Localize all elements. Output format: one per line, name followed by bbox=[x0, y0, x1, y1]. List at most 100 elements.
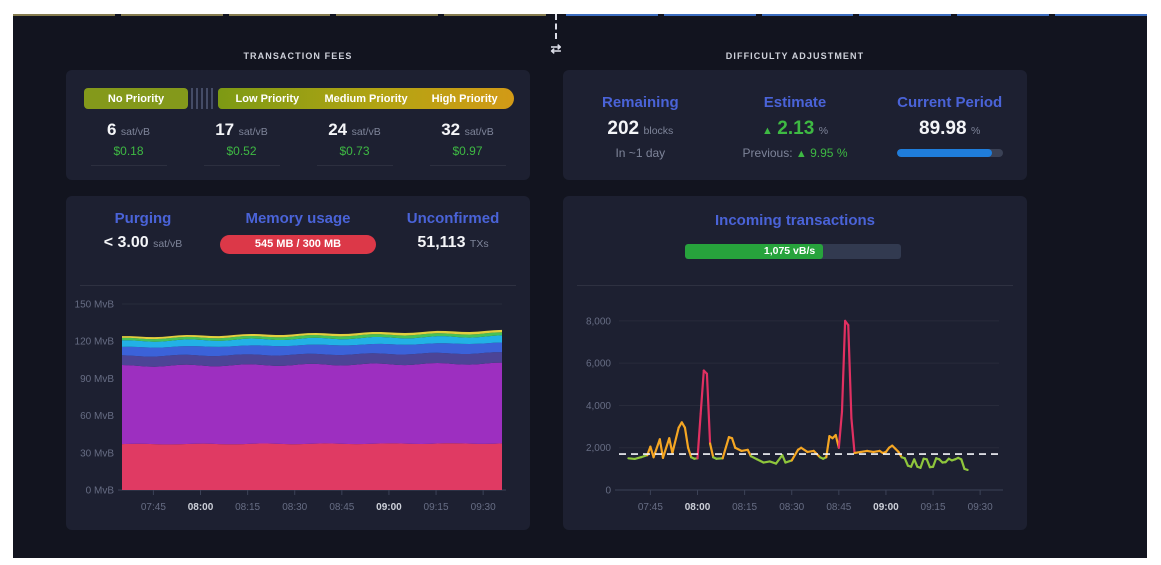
svg-text:09:30: 09:30 bbox=[968, 502, 993, 513]
no-priority-label: No Priority bbox=[107, 92, 165, 105]
incoming-rate-fill: 1,075 vB/s bbox=[685, 244, 824, 259]
incoming-rate-bar: 1,075 vB/s bbox=[685, 244, 901, 259]
previous-up-arrow-icon: ▲ bbox=[795, 148, 807, 160]
svg-text:08:45: 08:45 bbox=[329, 502, 354, 513]
fee-tier-no-priority: 6 sat/vB $0.18 bbox=[72, 120, 185, 166]
transaction-fees-card: No Priority Low Priority Medium Priority… bbox=[66, 70, 530, 180]
difficulty-adjustment-card: Remaining 202 blocks In ~1 day Estimate … bbox=[563, 70, 1027, 180]
fee-unit: sat/vB bbox=[238, 126, 268, 138]
fee-fiat: $0.97 bbox=[429, 144, 506, 166]
mined-blocks-strip bbox=[566, 14, 1147, 16]
mempool-blocks-strip bbox=[13, 14, 546, 16]
svg-text:08:15: 08:15 bbox=[235, 502, 260, 513]
memory-usage-badge: 545 MB / 300 MB bbox=[220, 235, 376, 254]
purging-unit: sat/vB bbox=[153, 238, 183, 250]
svg-text:120 MvB: 120 MvB bbox=[75, 337, 115, 348]
fee-fiat: $0.73 bbox=[316, 144, 393, 166]
svg-text:90 MvB: 90 MvB bbox=[80, 374, 114, 385]
unconfirmed-value: 51,113 bbox=[417, 234, 466, 251]
remaining-unit: blocks bbox=[643, 125, 674, 137]
low-priority-segment[interactable]: Low Priority bbox=[218, 88, 317, 109]
unconfirmed-label: Unconfirmed bbox=[406, 210, 500, 227]
fee-fiat: $0.52 bbox=[203, 144, 280, 166]
medium-priority-segment[interactable]: Medium Priority bbox=[317, 88, 416, 109]
card-separator bbox=[80, 285, 516, 286]
fee-priority-bar: No Priority Low Priority Medium Priority… bbox=[84, 88, 514, 109]
svg-text:08:45: 08:45 bbox=[826, 502, 851, 513]
current-period-label: Current Period bbox=[897, 94, 1003, 111]
no-priority-pill[interactable]: No Priority bbox=[84, 88, 188, 109]
fee-unit: sat/vB bbox=[120, 126, 151, 138]
fee-bar-separator-stripes bbox=[191, 88, 215, 109]
previous-label: Previous: bbox=[742, 146, 793, 160]
estimate-up-arrow-icon: ▲ bbox=[761, 125, 773, 137]
svg-text:09:30: 09:30 bbox=[471, 502, 496, 513]
svg-text:09:00: 09:00 bbox=[376, 502, 402, 513]
incoming-transactions-title: Incoming transactions bbox=[714, 212, 876, 229]
fee-rate: 24 bbox=[328, 120, 348, 139]
memory-usage-label: Memory usage bbox=[245, 210, 351, 227]
current-period-unit: % bbox=[971, 125, 981, 137]
unconfirmed-column: Unconfirmed 51,113 TXs bbox=[376, 210, 530, 254]
memory-usage-column: Memory usage 545 MB / 300 MB bbox=[220, 210, 376, 254]
svg-text:30 MvB: 30 MvB bbox=[80, 448, 114, 459]
remaining-label: Remaining bbox=[601, 94, 679, 111]
svg-text:0 MvB: 0 MvB bbox=[86, 486, 115, 497]
current-period-progress-fill bbox=[896, 149, 993, 157]
fee-rate: 6 bbox=[106, 120, 117, 139]
svg-text:60 MvB: 60 MvB bbox=[80, 411, 114, 422]
svg-text:6,000: 6,000 bbox=[586, 359, 611, 370]
estimate-value: 2.13 bbox=[777, 118, 815, 139]
current-period-column: Current Period 89.98 % bbox=[872, 94, 1027, 160]
unconfirmed-unit: TXs bbox=[469, 238, 489, 250]
estimate-unit: % bbox=[818, 125, 829, 137]
fee-unit: sat/vB bbox=[351, 126, 381, 138]
fee-tier-medium-priority: 24 sat/vB $0.73 bbox=[298, 120, 411, 166]
purging-column: Purging < 3.00 sat/vB bbox=[66, 210, 220, 254]
transaction-fees-title: TRANSACTION FEES bbox=[243, 51, 353, 61]
priority-gradient-pill: Low Priority Medium Priority High Priori… bbox=[218, 88, 514, 109]
fee-rate: 17 bbox=[215, 120, 235, 139]
purging-value: < 3.00 bbox=[103, 234, 149, 251]
medium-priority-label: Medium Priority bbox=[324, 92, 408, 105]
svg-text:09:15: 09:15 bbox=[424, 502, 449, 513]
previous-retarget: Previous: ▲ 9.95 % bbox=[718, 146, 873, 160]
fee-tier-low-priority: 17 sat/vB $0.52 bbox=[185, 120, 298, 166]
low-priority-label: Low Priority bbox=[235, 92, 300, 105]
svg-text:0: 0 bbox=[605, 486, 611, 497]
svg-text:08:30: 08:30 bbox=[282, 502, 307, 513]
incoming-transactions-card: Incoming transactions 1,075 vB/s 0 2,000 4… bbox=[563, 196, 1027, 530]
purging-label: Purging bbox=[114, 210, 172, 227]
high-priority-segment[interactable]: High Priority bbox=[415, 88, 514, 109]
mempool-size-chart: 0 MvB 30 MvB 60 MvB 90 MvB 120 MvB 150 MvB 07:… bbox=[75, 300, 506, 513]
svg-text:08:00: 08:00 bbox=[685, 502, 711, 513]
svg-text:2,000: 2,000 bbox=[586, 443, 611, 454]
dashboard: ⇄ TRANSACTION FEES No Priority Low Prior… bbox=[13, 14, 1147, 558]
svg-text:08:15: 08:15 bbox=[732, 502, 757, 513]
svg-text:08:00: 08:00 bbox=[188, 502, 214, 513]
high-priority-label: High Priority bbox=[431, 92, 498, 105]
mempool-graph-card: Purging < 3.00 sat/vB Memory usage 545 M… bbox=[66, 196, 530, 530]
blockchain-divider-line bbox=[555, 14, 557, 39]
fee-unit: sat/vB bbox=[464, 126, 494, 138]
svg-text:07:45: 07:45 bbox=[141, 502, 166, 513]
current-period-progressbar bbox=[896, 149, 1003, 157]
previous-value: 9.95 % bbox=[810, 146, 848, 160]
fee-tier-high-priority: 32 sat/vB $0.97 bbox=[411, 120, 524, 166]
difficulty-adjustment-title: DIFFICULTY ADJUSTMENT bbox=[725, 51, 865, 61]
incoming-rate-chart: 0 2,000 4,000 6,000 8,000 07:45 08:00 08:15 08:3… bbox=[586, 316, 1003, 513]
fee-fiat: $0.18 bbox=[90, 144, 167, 166]
svg-text:09:00: 09:00 bbox=[873, 502, 899, 513]
remaining-column: Remaining 202 blocks In ~1 day bbox=[563, 94, 718, 160]
card-separator bbox=[577, 285, 1013, 286]
svg-text:150 MvB: 150 MvB bbox=[75, 300, 115, 311]
swap-arrows-icon: ⇄ bbox=[550, 41, 562, 56]
svg-text:4,000: 4,000 bbox=[586, 401, 611, 412]
svg-text:09:15: 09:15 bbox=[921, 502, 946, 513]
svg-text:8,000: 8,000 bbox=[586, 316, 611, 327]
current-period-value: 89.98 bbox=[919, 118, 967, 139]
remaining-value: 202 bbox=[607, 118, 640, 139]
estimate-column: Estimate ▲ 2.13 % Previous: ▲ 9.95 % bbox=[718, 94, 873, 160]
remaining-eta: In ~1 day bbox=[615, 146, 666, 160]
estimate-label: Estimate bbox=[763, 94, 827, 111]
